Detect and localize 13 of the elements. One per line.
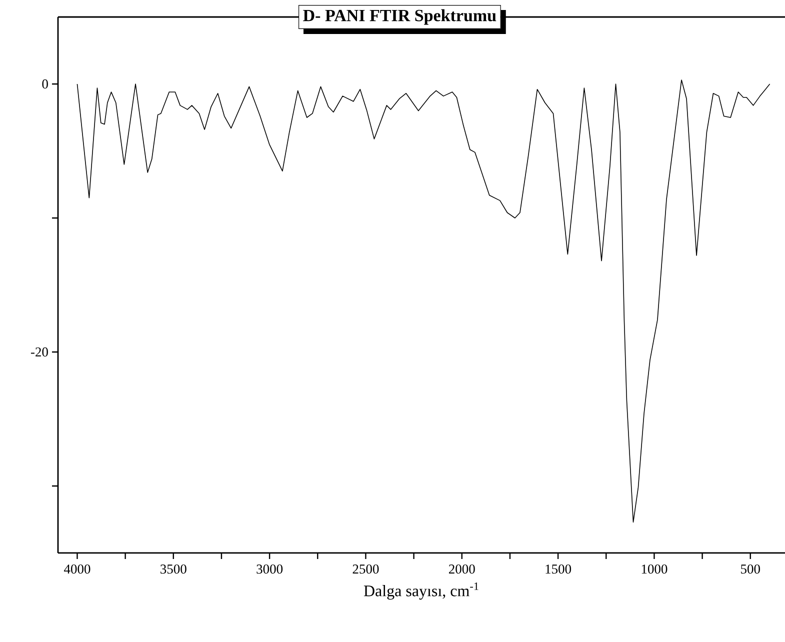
x-tick-label: 2000 — [448, 564, 475, 574]
x-tick-label: 2500 — [352, 564, 379, 574]
x-tick-label: 500 — [741, 564, 760, 574]
y-tick-label: -20 — [30, 347, 48, 357]
line-series — [76, 80, 770, 523]
x-tick-label: 1000 — [642, 564, 668, 574]
x-axis-title: Dalga sayısı, cm$^{-1}$ — [364, 582, 478, 600]
y-tick-label: 0 — [42, 79, 48, 89]
x-tick-label: 4000 — [64, 564, 90, 574]
x-tick-label: 3500 — [160, 564, 186, 574]
chart-title: D- PANI FTIR Spektrumu — [303, 9, 496, 25]
x-tick-label: 1500 — [546, 564, 572, 574]
x-tick-label: 3000 — [256, 564, 283, 574]
